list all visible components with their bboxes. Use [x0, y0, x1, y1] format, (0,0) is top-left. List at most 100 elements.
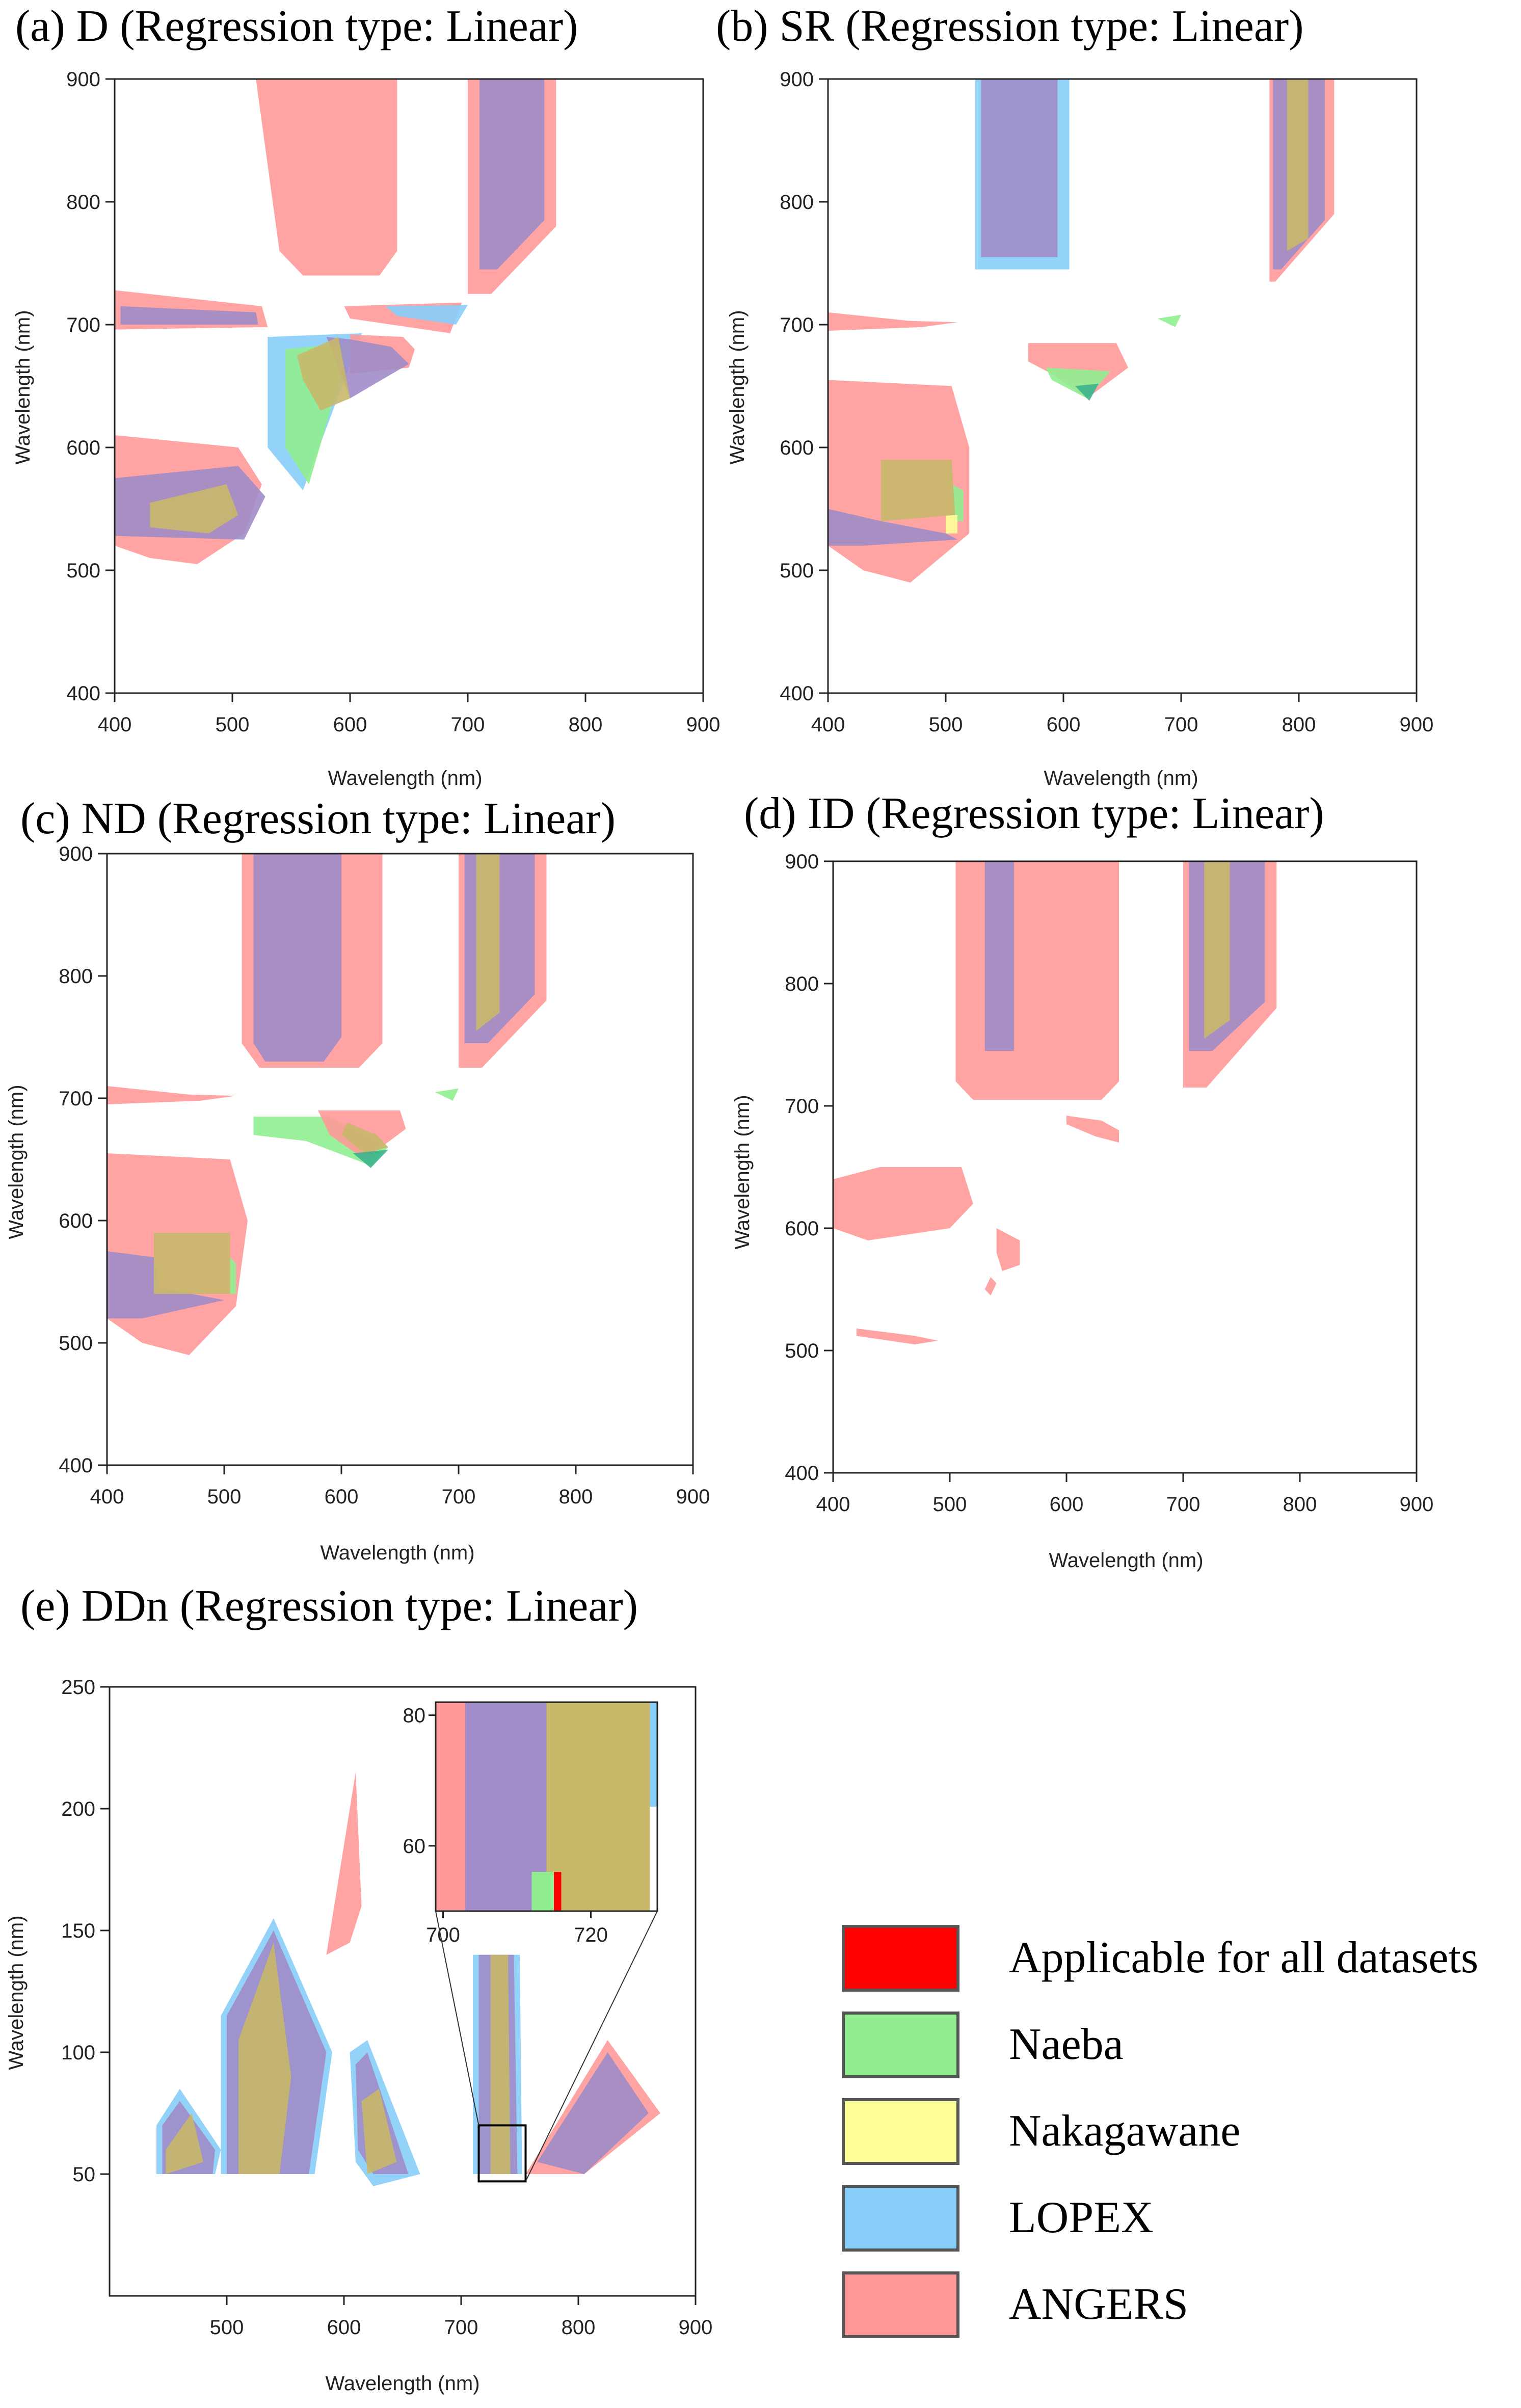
panel-e-plot: 500 600 700 800 900 50 100 150 200 250 [61, 1676, 712, 2339]
zoom-box [477, 2124, 527, 2183]
panel-d-xlabel: Wavelength (nm) [1049, 1549, 1203, 1572]
region-angers [1066, 1116, 1119, 1143]
panel-c-frame [106, 853, 694, 1466]
x-tick-label: 400 [90, 1486, 124, 1508]
y-tick-label: 400 [780, 682, 814, 705]
y-tick-label: 800 [66, 191, 100, 214]
y-tick-label: 800 [780, 191, 814, 214]
panel-b-plot: 400 500 600 700 800 900 400 500 600 700 800 900 [780, 68, 1433, 736]
panel-a-title: (a) D (Regression type: Linear) [15, 2, 578, 51]
x-tick-label: 900 [679, 2316, 713, 2339]
region-olive [341, 1123, 388, 1153]
panel-d-title: (d) ID (Regression type: Linear) [744, 789, 1324, 838]
region-olive [150, 484, 238, 534]
x-tick-label: 800 [569, 713, 603, 736]
panel-a-frame [114, 78, 704, 694]
x-tick-label: 900 [686, 713, 721, 736]
y-tick-label: 900 [66, 68, 100, 91]
y-tick-label: 800 [785, 973, 819, 995]
y-tick-label: 900 [59, 843, 93, 865]
region-purple [981, 79, 1058, 257]
y-tick-label: 600 [66, 437, 100, 459]
panel-b-frame [827, 78, 1418, 694]
x-tick-label: 700 [451, 713, 485, 736]
region-angers [828, 312, 958, 331]
region-purple [537, 2052, 649, 2174]
x-tick-label: 500 [933, 1493, 967, 1516]
inset-x-tick-label: 700 [426, 1924, 460, 1946]
region-olive [490, 1954, 511, 2174]
y-tick-label: 600 [59, 1210, 93, 1232]
y-tick-label: 400 [59, 1454, 93, 1477]
panel-e-regions [156, 1772, 660, 2186]
panel-e-xlabel: Wavelength (nm) [325, 2372, 479, 2395]
x-tick-label: 700 [1164, 713, 1198, 736]
inset-frame [435, 1701, 658, 1912]
region-angers [996, 1228, 1020, 1271]
region-purple [984, 861, 1014, 1051]
panel-d-regions [833, 861, 1277, 1344]
x-tick-label: 600 [325, 1486, 359, 1508]
y-tick-label: 400 [785, 1462, 819, 1485]
x-tick-label: 800 [562, 2316, 596, 2339]
region-naeba [230, 1257, 236, 1294]
legend-swatch-lopex [842, 2185, 959, 2252]
panel-e-ylabel: Wavelength (nm) [5, 1915, 28, 2070]
inset-region-all [554, 1872, 562, 1911]
panel-e-inset: 700 720 60 80 [403, 1701, 658, 2183]
region-angers [984, 1277, 997, 1295]
x-tick-label: 500 [929, 713, 963, 736]
x-tick-label: 800 [1283, 1493, 1317, 1516]
inset-region-lopex [650, 1702, 657, 1807]
x-tick-label: 900 [1400, 713, 1434, 736]
x-tick-label: 500 [207, 1486, 242, 1508]
y-tick-label: 500 [59, 1332, 93, 1355]
x-tick-label: 600 [1050, 1493, 1084, 1516]
x-tick-label: 700 [444, 2316, 478, 2339]
x-tick-label: 600 [327, 2316, 361, 2339]
inset-region-olive [546, 1702, 650, 1911]
y-tick-label: 600 [785, 1218, 819, 1240]
x-tick-label: 700 [442, 1486, 476, 1508]
x-tick-label: 500 [216, 713, 250, 736]
inset-x-tick-label: 720 [574, 1924, 608, 1946]
x-tick-label: 400 [816, 1493, 850, 1516]
y-tick-label: 700 [59, 1088, 93, 1110]
panel-d-frame [832, 860, 1418, 1474]
x-tick-label: 600 [333, 713, 367, 736]
panel-c-plot: 400 500 600 700 800 900 400 500 600 700 800 900 [59, 843, 710, 1508]
panel-b-title: (b) SR (Regression type: Linear) [716, 2, 1304, 51]
region-angers [955, 861, 1119, 1100]
panel-c-xlabel: Wavelength (nm) [320, 1542, 474, 1564]
region-olive [361, 2088, 397, 2174]
region-olive [166, 2113, 203, 2174]
region-olive [1287, 79, 1309, 251]
inset-region-angers [436, 1702, 465, 1911]
region-purple [479, 79, 545, 270]
y-tick-label: 100 [61, 2042, 95, 2064]
y-tick-label: 500 [66, 560, 100, 582]
y-tick-label: 150 [61, 1920, 95, 1942]
y-tick-label: 200 [61, 1798, 95, 1820]
y-tick-label: 700 [785, 1095, 819, 1118]
region-teal [353, 1149, 388, 1168]
panel-a-regions [115, 79, 556, 564]
x-tick-label: 800 [559, 1486, 593, 1508]
region-olive [476, 854, 500, 1031]
y-tick-label: 900 [780, 68, 814, 91]
panel-a-ylabel: Wavelength (nm) [12, 310, 34, 464]
y-tick-label: 700 [780, 314, 814, 336]
zoom-connector [435, 1911, 479, 2126]
region-angers [856, 1328, 939, 1344]
legend-swatch-angers [842, 2271, 959, 2338]
region-purple [120, 306, 258, 325]
zoom-connector [525, 1911, 658, 2182]
legend-label-angers: ANGERS [1009, 2280, 1188, 2329]
legend: Applicable for all datasets Naeba Nakagawa… [842, 1925, 1478, 2338]
panel-e-title: (e) DDn (Regression type: Linear) [20, 1581, 638, 1631]
panel-e-frame [109, 1686, 697, 2297]
x-tick-label: 500 [210, 2316, 244, 2339]
legend-swatch-naeba [842, 2012, 959, 2078]
panel-c-regions [107, 854, 547, 1355]
region-purple [107, 1251, 224, 1318]
